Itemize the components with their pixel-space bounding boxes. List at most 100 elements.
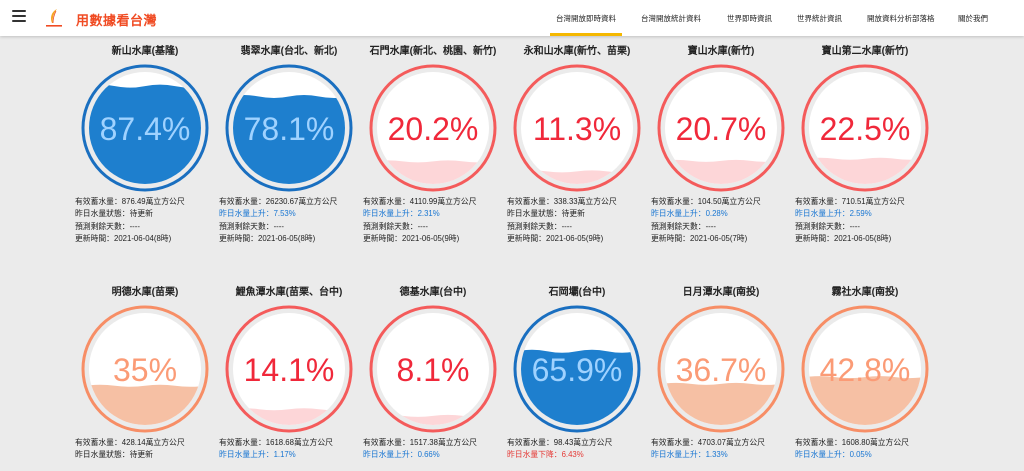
nav-link-world-stats[interactable]: 世界統計資訊 bbox=[797, 14, 842, 23]
storage-line: 有效蓄水量：4703.07萬立方公尺 bbox=[651, 437, 801, 449]
days-value: ---- bbox=[561, 221, 572, 231]
reservoir-name: 霧社水庫(南投) bbox=[831, 287, 899, 298]
site-brand[interactable]: 用數據看台灣 bbox=[76, 13, 158, 28]
storage-value: 4703.07 bbox=[697, 438, 726, 447]
gauge-background bbox=[809, 72, 921, 184]
change-label: 昨日水量上升： bbox=[363, 450, 418, 460]
updated-line: 更新時間：2021-06-05(7時) bbox=[651, 233, 801, 245]
change-label: 昨日水量狀態： bbox=[75, 450, 130, 460]
feather-logo-icon[interactable] bbox=[42, 6, 66, 30]
change-value: 0.66% bbox=[417, 450, 440, 460]
storage-label: 有效蓄水量： bbox=[651, 197, 698, 206]
nav-link-about[interactable]: 關於我們 bbox=[958, 14, 988, 23]
change-value: 0.28% bbox=[705, 209, 728, 219]
nav-link-blog[interactable]: 開放資料分析部落格 bbox=[867, 14, 935, 23]
reservoir-name: 寶山第二水庫(新竹) bbox=[821, 46, 909, 57]
reservoir-name: 德基水庫(台中) bbox=[399, 287, 467, 298]
change-line: 昨日水量上升：1.33% bbox=[651, 449, 801, 461]
gauge-background bbox=[665, 72, 777, 184]
reservoir-info: 有效蓄水量：26230.67萬立方公尺 昨日水量上升：7.53% 預測剩餘天數：--… bbox=[219, 196, 369, 246]
change-value: 1.17% bbox=[273, 450, 296, 460]
change-line: 昨日水量上升：0.28% bbox=[651, 208, 801, 220]
change-line: 昨日水量上升：1.17% bbox=[219, 449, 369, 461]
reservoir-info: 有效蓄水量：1608.80萬立方公尺 昨日水量上升：0.05% bbox=[795, 437, 945, 462]
reservoir-info: 有效蓄水量：4110.99萬立方公尺 昨日水量上升：2.31% 預測剩餘天數：---… bbox=[363, 196, 513, 246]
reservoir-info: 有效蓄水量：338.33萬立方公尺 昨日水量狀態：待更新 預測剩餘天數：---- 更新… bbox=[507, 196, 657, 246]
updated-value: 2021-06-05(9時) bbox=[545, 234, 604, 244]
water-level-gauge: 14.1% bbox=[225, 305, 353, 433]
updated-line: 更新時間：2021-06-05(8時) bbox=[219, 233, 369, 245]
water-level-gauge: 87.4% bbox=[81, 64, 209, 192]
updated-label: 更新時間： bbox=[219, 234, 258, 244]
change-label: 昨日水量上升： bbox=[795, 209, 850, 219]
gauge-background bbox=[377, 72, 489, 184]
percent-label: 11.3% bbox=[533, 111, 621, 147]
percent-label: 36.7% bbox=[676, 352, 767, 388]
days-value: ---- bbox=[273, 221, 284, 231]
gauge-ring bbox=[657, 64, 785, 192]
storage-value: 338.33 bbox=[553, 197, 578, 206]
days-value: ---- bbox=[705, 221, 716, 231]
storage-value: 26230.67 bbox=[265, 197, 299, 206]
days-label: 預測剩餘天數： bbox=[75, 221, 130, 231]
gauge-background bbox=[521, 72, 633, 184]
reservoir-name: 鯉魚潭水庫(苗栗、台中) bbox=[235, 287, 343, 298]
days-line: 預測剩餘天數：---- bbox=[363, 221, 513, 233]
storage-unit: 萬立方公尺 bbox=[437, 197, 477, 206]
gauge-ring bbox=[369, 305, 497, 433]
water-fill bbox=[233, 408, 345, 425]
change-line: 昨日水量狀態：待更新 bbox=[75, 449, 225, 461]
water-fill bbox=[809, 376, 921, 425]
change-label: 昨日水量上升： bbox=[651, 450, 706, 460]
storage-value: 1517.38 bbox=[409, 438, 438, 447]
change-line: 昨日水量上升：0.66% bbox=[363, 449, 513, 461]
updated-value: 2021-06-05(8時) bbox=[833, 234, 892, 244]
water-fill bbox=[89, 84, 201, 184]
change-label: 昨日水量上升： bbox=[363, 209, 418, 219]
storage-value: 98.43 bbox=[553, 438, 574, 447]
storage-unit: 萬立方公尺 bbox=[145, 438, 185, 447]
gauge-ring bbox=[513, 305, 641, 433]
gauge-ring bbox=[801, 305, 929, 433]
percent-label: 20.2% bbox=[388, 111, 479, 147]
updated-label: 更新時間： bbox=[795, 234, 834, 244]
updated-value: 2021-06-05(7時) bbox=[689, 234, 748, 244]
days-label: 預測剩餘天數： bbox=[795, 221, 850, 231]
hamburger-menu-icon[interactable] bbox=[12, 10, 26, 24]
storage-label: 有效蓄水量： bbox=[363, 438, 410, 447]
days-label: 預測剩餘天數： bbox=[651, 221, 706, 231]
storage-line: 有效蓄水量：4110.99萬立方公尺 bbox=[363, 196, 513, 208]
gauge-ring bbox=[225, 305, 353, 433]
storage-unit: 萬立方公尺 bbox=[145, 197, 185, 206]
reservoir-name: 日月潭水庫(南投) bbox=[682, 287, 760, 298]
storage-label: 有效蓄水量： bbox=[795, 197, 842, 206]
storage-label: 有效蓄水量： bbox=[75, 438, 122, 447]
reservoir-info: 有效蓄水量：876.49萬立方公尺 昨日水量狀態：待更新 預測剩餘天數：---- 更新… bbox=[75, 196, 225, 246]
updated-label: 更新時間： bbox=[363, 234, 402, 244]
storage-line: 有效蓄水量：338.33萬立方公尺 bbox=[507, 196, 657, 208]
change-label: 昨日水量狀態： bbox=[507, 209, 562, 219]
storage-unit: 萬立方公尺 bbox=[869, 438, 909, 447]
storage-unit: 萬立方公尺 bbox=[865, 197, 905, 206]
nav-link-taiwan-realtime[interactable]: 台灣開放即時資料 bbox=[550, 14, 622, 36]
reservoir-info: 有效蓄水量：4703.07萬立方公尺 昨日水量上升：1.33% bbox=[651, 437, 801, 462]
days-line: 預測剩餘天數：---- bbox=[507, 221, 657, 233]
change-value: 待更新 bbox=[129, 450, 153, 460]
days-label: 預測剩餘天數： bbox=[363, 221, 418, 231]
reservoir-info: 有效蓄水量：104.50萬立方公尺 昨日水量上升：0.28% 預測剩餘天數：----… bbox=[651, 196, 801, 246]
water-fill bbox=[233, 95, 345, 184]
nav-link-world-realtime[interactable]: 世界即時資訊 bbox=[727, 14, 772, 23]
storage-unit: 萬立方公尺 bbox=[293, 438, 333, 447]
percent-label: 78.1% bbox=[244, 111, 335, 147]
gauge-ring bbox=[225, 64, 353, 192]
updated-line: 更新時間：2021-06-05(8時) bbox=[795, 233, 945, 245]
storage-value: 4110.99 bbox=[409, 197, 438, 206]
storage-value: 1608.80 bbox=[841, 438, 870, 447]
percent-label: 8.1% bbox=[397, 352, 470, 388]
change-value: 2.31% bbox=[417, 209, 440, 219]
storage-line: 有效蓄水量：710.51萬立方公尺 bbox=[795, 196, 945, 208]
updated-value: 2021-06-05(8時) bbox=[257, 234, 316, 244]
storage-value: 710.51 bbox=[841, 197, 866, 206]
days-label: 預測剩餘天數： bbox=[219, 221, 274, 231]
nav-link-taiwan-stats[interactable]: 台灣開放統計資料 bbox=[641, 14, 701, 23]
